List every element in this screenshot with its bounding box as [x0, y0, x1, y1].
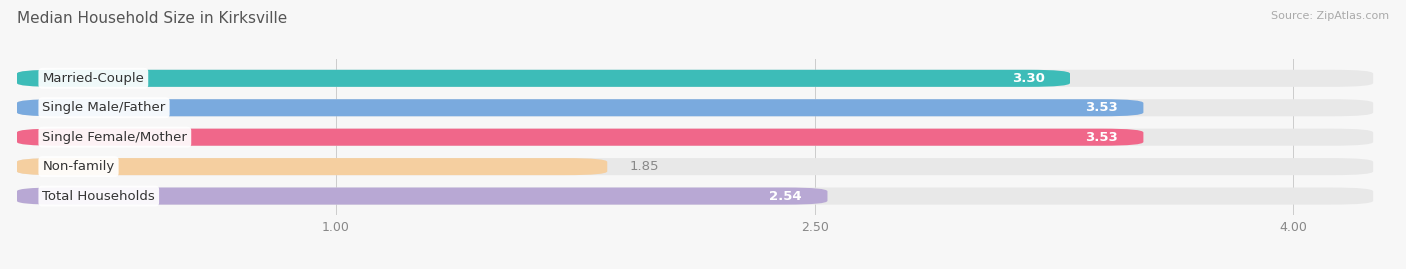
FancyBboxPatch shape: [17, 187, 1374, 205]
FancyBboxPatch shape: [17, 187, 828, 205]
Text: Non-family: Non-family: [42, 160, 115, 173]
FancyBboxPatch shape: [17, 129, 1143, 146]
Text: 3.53: 3.53: [1085, 131, 1118, 144]
FancyBboxPatch shape: [17, 158, 1374, 175]
FancyBboxPatch shape: [17, 129, 1374, 146]
FancyBboxPatch shape: [17, 158, 607, 175]
FancyBboxPatch shape: [17, 99, 1374, 116]
Text: 3.53: 3.53: [1085, 101, 1118, 114]
Text: Single Female/Mother: Single Female/Mother: [42, 131, 187, 144]
Text: Median Household Size in Kirksville: Median Household Size in Kirksville: [17, 11, 287, 26]
Text: Single Male/Father: Single Male/Father: [42, 101, 166, 114]
Text: 3.30: 3.30: [1011, 72, 1045, 85]
Text: 1.85: 1.85: [630, 160, 659, 173]
Text: Married-Couple: Married-Couple: [42, 72, 145, 85]
Text: Source: ZipAtlas.com: Source: ZipAtlas.com: [1271, 11, 1389, 21]
FancyBboxPatch shape: [17, 70, 1070, 87]
FancyBboxPatch shape: [17, 99, 1143, 116]
FancyBboxPatch shape: [17, 70, 1374, 87]
Text: 2.54: 2.54: [769, 190, 801, 203]
Text: Total Households: Total Households: [42, 190, 155, 203]
